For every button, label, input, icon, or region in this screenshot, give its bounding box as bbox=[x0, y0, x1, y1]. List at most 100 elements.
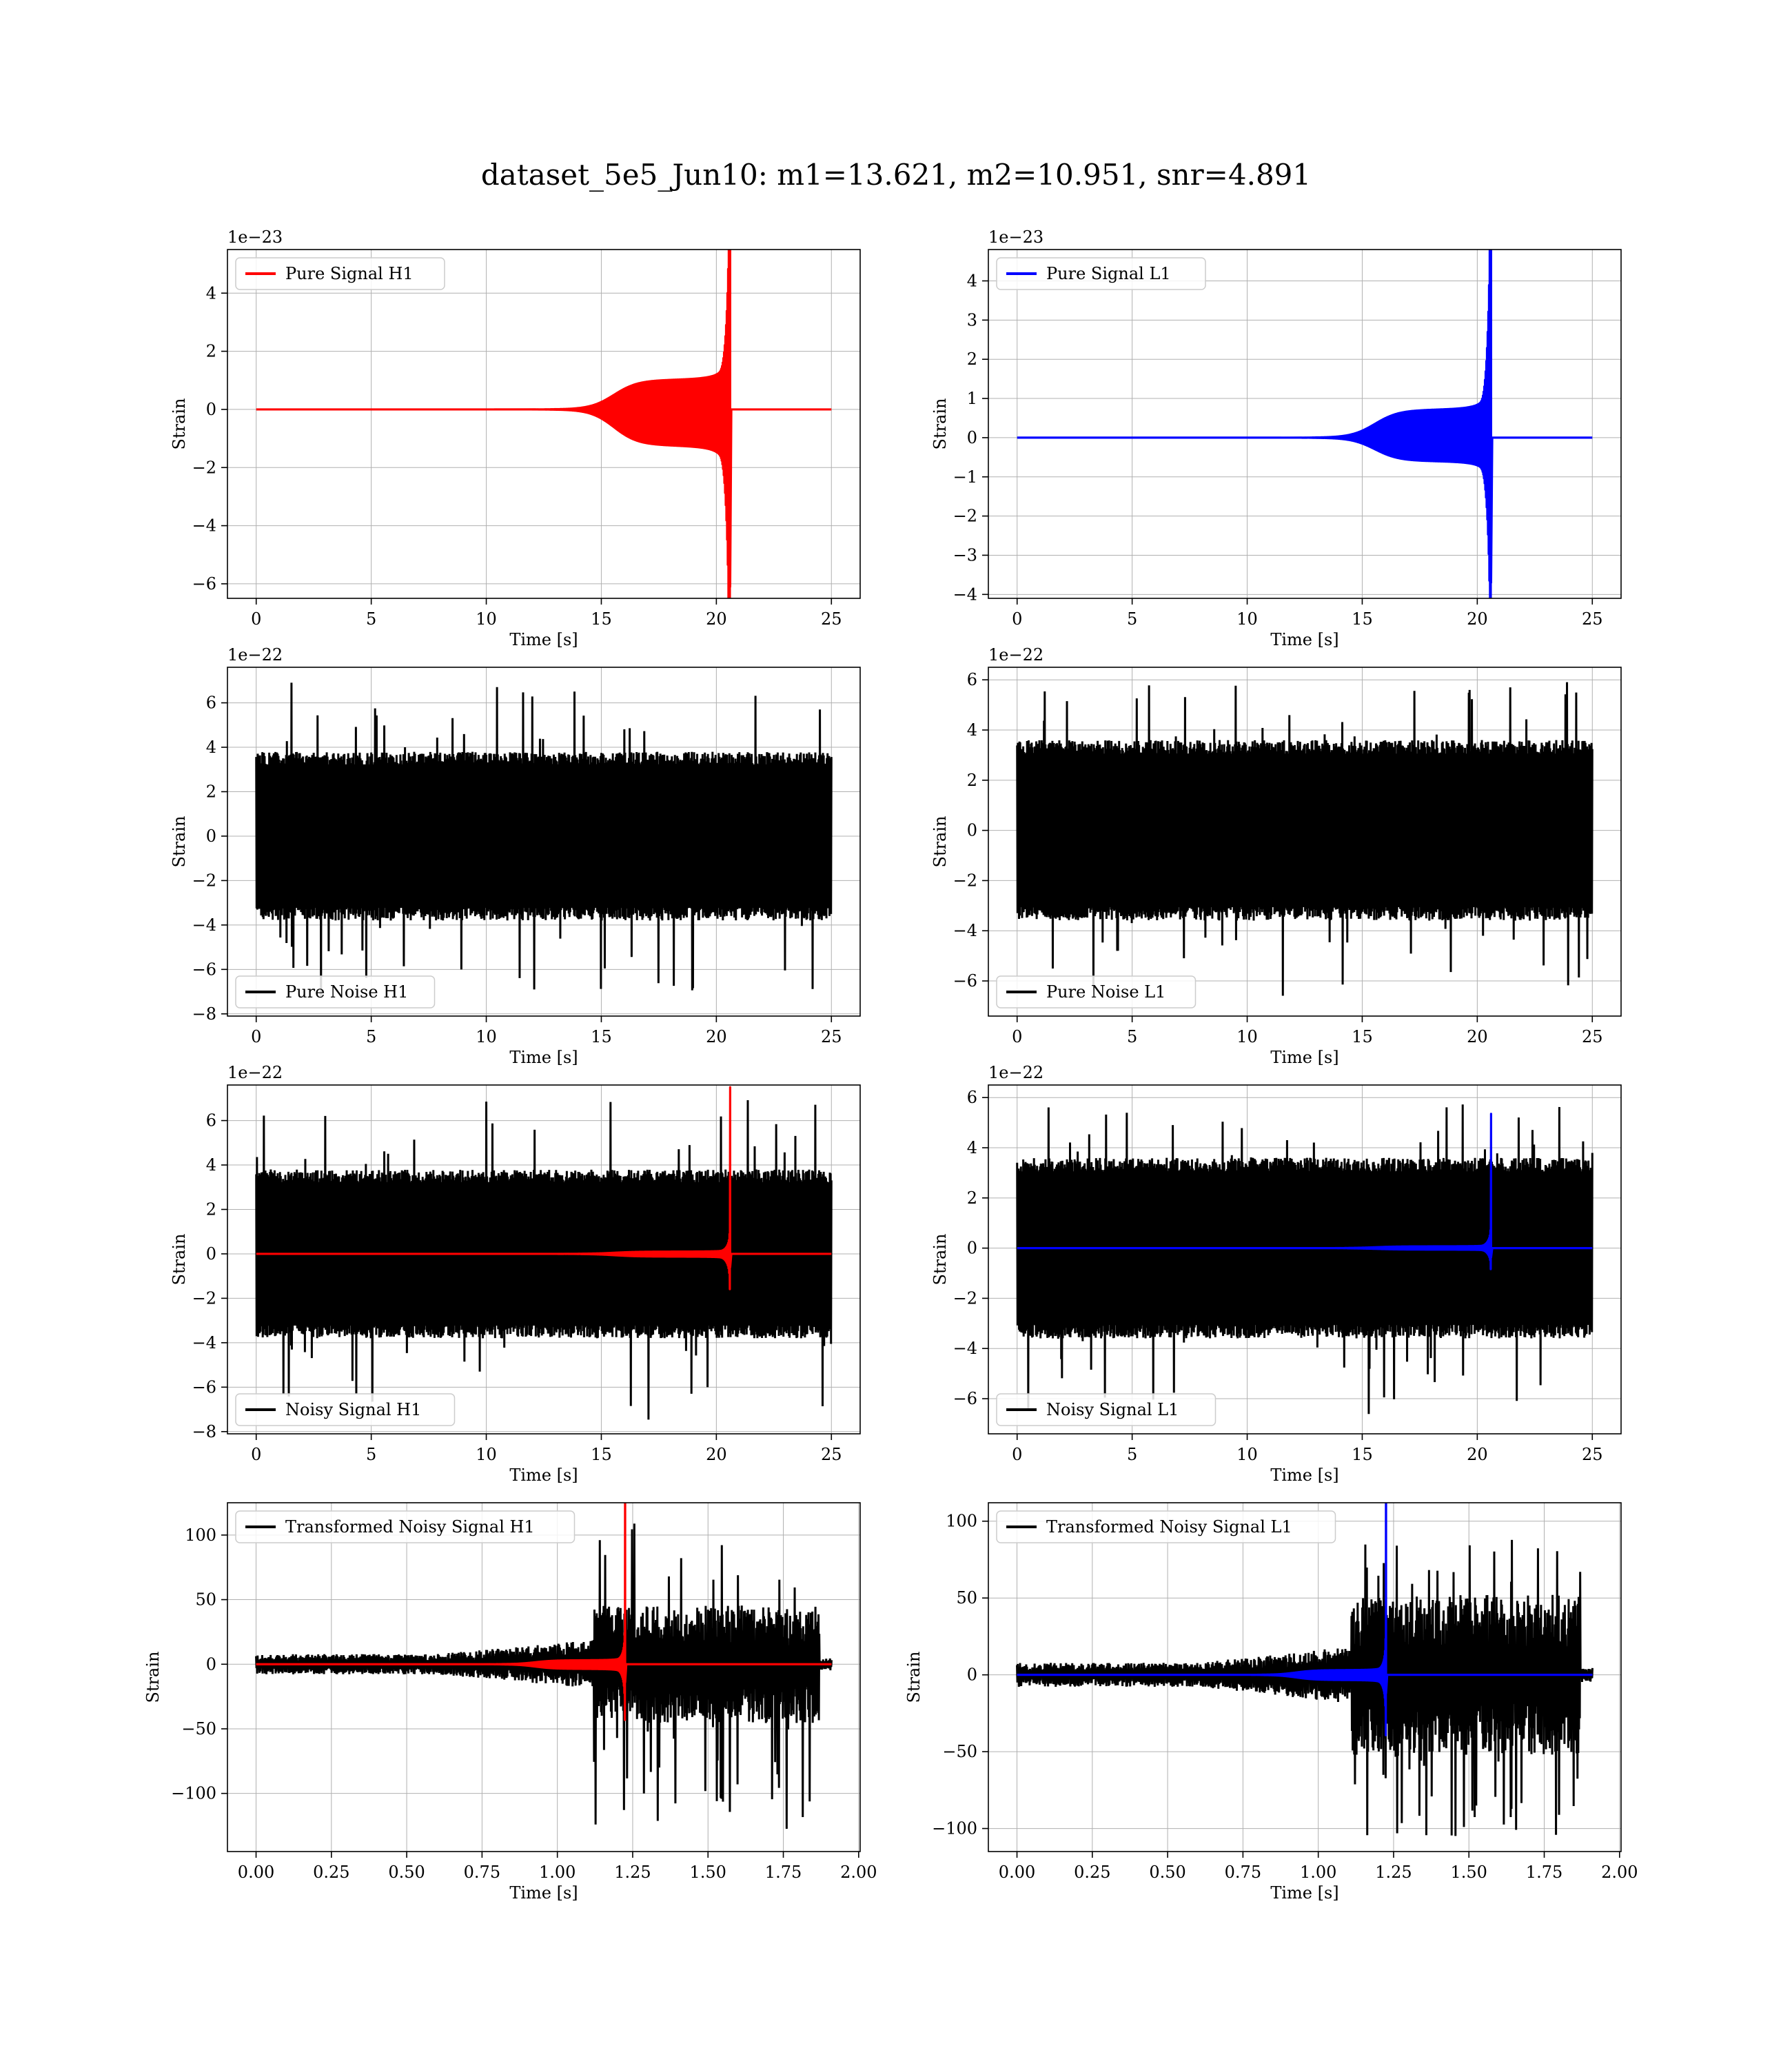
y-axis-label: Strain bbox=[170, 398, 189, 450]
series-line bbox=[255, 1523, 833, 1829]
y-tick-label: 0 bbox=[206, 1244, 216, 1264]
y-axis-label: Strain bbox=[930, 1234, 950, 1286]
legend-label: Noisy Signal L1 bbox=[1046, 1400, 1179, 1419]
legend-label: Noisy Signal H1 bbox=[285, 1400, 421, 1419]
x-tick-label: 0 bbox=[251, 1445, 261, 1464]
x-tick-label: 10 bbox=[1236, 1027, 1258, 1046]
x-tick-label: 1.50 bbox=[690, 1863, 726, 1882]
x-axis-label: Time [s] bbox=[1270, 630, 1338, 649]
plot-area bbox=[1016, 1503, 1594, 1836]
x-tick-label: 20 bbox=[706, 1027, 727, 1046]
y-tick-label: −4 bbox=[953, 921, 977, 940]
x-tick-label: 1.75 bbox=[1526, 1863, 1562, 1882]
plot-area bbox=[255, 1503, 833, 1829]
legend-label: Pure Signal L1 bbox=[1046, 264, 1171, 283]
x-tick-label: 0.75 bbox=[464, 1863, 500, 1882]
axes-frame bbox=[988, 1084, 1622, 1435]
x-tick-label: 1.75 bbox=[765, 1863, 802, 1882]
plot-area bbox=[255, 250, 832, 598]
y-tick-label: 6 bbox=[206, 693, 216, 713]
x-tick-label: 0.50 bbox=[388, 1863, 425, 1882]
axes-frame bbox=[227, 667, 861, 1017]
x-tick-label: 15 bbox=[591, 1027, 612, 1046]
subplot-8: 0.00 0.25 0.50 0.75 1.00 1.25 1.50 1.75 2.00 −100… bbox=[904, 1502, 1638, 1903]
y-tick-label: 3 bbox=[967, 310, 977, 330]
legend-label: Transformed Noisy Signal H1 bbox=[285, 1517, 535, 1537]
subplot-4: 0 5 10 15 20 25 −6 −4 −2 0 2 4 6 1e−22 Time [s] Strain P… bbox=[930, 645, 1622, 1067]
x-tick-label: 20 bbox=[1467, 609, 1488, 629]
y-axis-label: Strain bbox=[170, 816, 189, 868]
subplot-2: 0 5 10 15 20 25 −4 −3 −2 −1 0 1 2 3 4 1e−23 Time [s] Stra… bbox=[930, 227, 1622, 649]
y-axis-label: Strain bbox=[930, 398, 950, 450]
y-tick-label: −4 bbox=[192, 1333, 216, 1352]
y-tick-label: 2 bbox=[206, 782, 216, 801]
x-tick-label: 0 bbox=[251, 609, 261, 629]
legend: Transformed Noisy Signal L1 bbox=[996, 1510, 1336, 1543]
y-tick-label: 0 bbox=[967, 428, 977, 447]
legend-label: Pure Signal H1 bbox=[285, 264, 414, 283]
x-axis-label: Time [s] bbox=[1270, 1048, 1338, 1067]
x-tick-label: 0 bbox=[1012, 1027, 1022, 1046]
x-axis-label: Time [s] bbox=[509, 1883, 578, 1903]
series-line bbox=[1016, 250, 1593, 598]
y-tick-label: −50 bbox=[942, 1742, 977, 1761]
y-tick-label: −100 bbox=[171, 1784, 216, 1803]
legend: Pure Signal H1 bbox=[235, 257, 445, 290]
y-tick-label: 6 bbox=[206, 1111, 216, 1131]
legend-box bbox=[996, 1510, 1336, 1543]
y-tick-label: −1 bbox=[953, 467, 977, 487]
axis-offset-label: 1e−22 bbox=[227, 645, 283, 665]
x-tick-label: 1.00 bbox=[539, 1863, 576, 1882]
y-tick-label: −8 bbox=[192, 1004, 216, 1024]
x-tick-label: 5 bbox=[1127, 609, 1137, 629]
x-tick-label: 0 bbox=[1012, 1445, 1022, 1464]
axis-offset-label: 1e−22 bbox=[988, 1063, 1043, 1082]
y-tick-label: 0 bbox=[206, 827, 216, 846]
y-tick-label: 4 bbox=[206, 738, 216, 757]
x-tick-label: 15 bbox=[591, 609, 612, 629]
x-axis-label: Time [s] bbox=[1270, 1466, 1338, 1485]
subplot-3: 0 5 10 15 20 25 −8 −6 −4 −2 0 2 4 6 1e−22 Time [s] Strai… bbox=[170, 645, 861, 1067]
x-tick-label: 5 bbox=[1127, 1445, 1137, 1464]
subplot-5: 0 5 10 15 20 25 −8 −6 −4 −2 0 2 4 6 1e−22 Time [s] Strai… bbox=[170, 1063, 861, 1485]
axes-frame bbox=[227, 1502, 861, 1852]
series-line bbox=[1016, 1503, 1593, 1736]
x-tick-label: 2.00 bbox=[1601, 1863, 1638, 1882]
y-tick-label: −6 bbox=[192, 960, 216, 979]
x-tick-label: 5 bbox=[366, 1445, 376, 1464]
plot-area bbox=[255, 682, 833, 998]
y-tick-label: 50 bbox=[195, 1590, 216, 1610]
plot-area bbox=[1016, 682, 1594, 996]
y-tick-label: 2 bbox=[967, 1188, 977, 1208]
series-line bbox=[1016, 1539, 1594, 1836]
axis-offset-label: 1e−23 bbox=[988, 227, 1043, 247]
x-tick-label: 25 bbox=[821, 609, 842, 629]
subplot-7: 0.00 0.25 0.50 0.75 1.00 1.25 1.50 1.75 2.00 −100… bbox=[143, 1502, 877, 1903]
x-tick-label: 1.25 bbox=[1375, 1863, 1412, 1882]
x-axis-label: Time [s] bbox=[509, 1048, 578, 1067]
y-tick-label: −4 bbox=[953, 1339, 977, 1358]
y-tick-label: 2 bbox=[206, 1199, 216, 1219]
x-tick-label: 10 bbox=[1236, 1445, 1258, 1464]
x-tick-label: 0.75 bbox=[1225, 1863, 1261, 1882]
series-line bbox=[255, 250, 832, 598]
x-tick-label: 10 bbox=[1236, 609, 1258, 629]
y-tick-label: −4 bbox=[192, 516, 216, 536]
axes-frame bbox=[227, 249, 861, 599]
x-tick-label: 25 bbox=[1582, 609, 1603, 629]
y-tick-label: −6 bbox=[192, 574, 216, 594]
legend-box bbox=[235, 1510, 576, 1543]
x-tick-label: 10 bbox=[476, 1445, 497, 1464]
y-tick-label: −2 bbox=[953, 1288, 977, 1308]
y-tick-label: −3 bbox=[953, 545, 977, 565]
legend-label: Transformed Noisy Signal L1 bbox=[1046, 1517, 1292, 1537]
legend-label: Pure Noise L1 bbox=[1046, 982, 1165, 1002]
x-tick-label: 15 bbox=[1352, 609, 1373, 629]
legend-box bbox=[235, 1393, 456, 1426]
y-tick-label: 6 bbox=[967, 670, 977, 689]
y-axis-label: Strain bbox=[904, 1652, 924, 1703]
y-tick-label: 0 bbox=[967, 1665, 977, 1685]
x-tick-label: 20 bbox=[1467, 1027, 1488, 1046]
y-tick-label: 4 bbox=[967, 720, 977, 740]
